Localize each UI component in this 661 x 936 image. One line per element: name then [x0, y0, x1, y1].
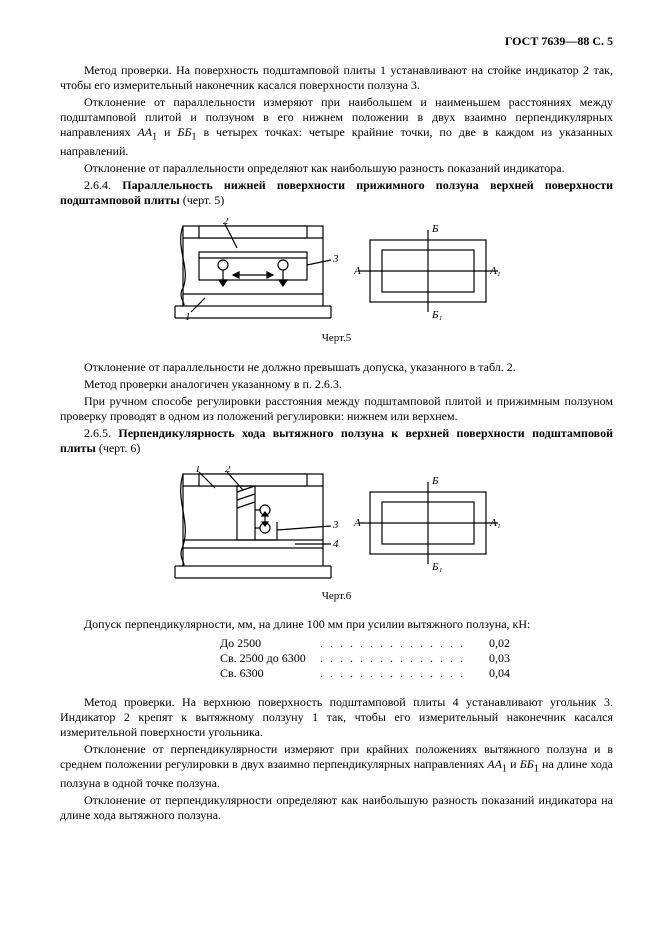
paragraph: Отклонение от параллельности не должно п…: [60, 360, 613, 375]
label-A: А: [353, 265, 361, 277]
figure-6-right: А А₁ Б Б₁: [348, 466, 508, 586]
text: (черт. 6): [96, 441, 141, 455]
paragraph: Метод проверки аналогичен указанному в п…: [60, 377, 613, 392]
label-2: 2: [225, 466, 231, 475]
symbol-bb: ББ: [177, 125, 191, 139]
label-A: А: [353, 517, 361, 529]
tol-label: Св. 2500 до 6300: [220, 651, 320, 666]
figure-6-caption: Черт.6: [60, 590, 613, 604]
tol-value: 0,02: [470, 636, 510, 651]
figure-6: 1 2 3 4 А А₁ Б Б₁: [60, 466, 613, 586]
tol-label: До 2500: [220, 636, 320, 651]
label-B: Б: [431, 223, 439, 235]
dots: . . . . . . . . . . . . . . . . . . .: [320, 636, 470, 651]
label-1: 1: [195, 466, 201, 475]
paragraph: При ручном способе регулировки расстояни…: [60, 394, 613, 424]
paragraph: Метод проверки. На верхнюю поверхность п…: [60, 695, 613, 740]
tolerance-row: Св. 2500 до 6300 . . . . . . . . . . . .…: [220, 651, 613, 666]
paragraph: Отклонение от перпендикулярности определ…: [60, 793, 613, 823]
figure-6-left: 1 2 3 4: [165, 466, 345, 586]
label-A1: А₁: [489, 517, 501, 529]
tolerance-row: Св. 6300 . . . . . . . . . . . . . . . .…: [220, 666, 613, 681]
label-3: 3: [332, 253, 339, 265]
label-A1: А₁: [489, 265, 501, 277]
paragraph: Отклонение от параллельности измеряют пр…: [60, 95, 613, 159]
paragraph: Метод проверки. На поверхность подштампо…: [60, 63, 613, 93]
page-header: ГОСТ 7639—88 С. 5: [60, 34, 613, 49]
text: (черт. 5): [180, 193, 225, 207]
figure-5-caption: Черт.5: [60, 332, 613, 346]
clause-number: 2.6.4.: [84, 178, 122, 192]
tol-value: 0,03: [470, 651, 510, 666]
clause-title: Параллельность нижней поверхности прижим…: [60, 178, 613, 207]
paragraph: 2.6.4. Параллельность нижней поверхности…: [60, 178, 613, 208]
dots: . . . . . . . . . . . . . . . . . . .: [320, 666, 470, 681]
label-B1: Б₁: [431, 309, 442, 321]
label-3: 3: [332, 519, 339, 531]
paragraph: Отклонение от параллельности определяют …: [60, 161, 613, 176]
tolerance-table: До 2500 . . . . . . . . . . . . . . . . …: [220, 636, 613, 681]
label-2: 2: [223, 218, 229, 227]
figure-5-left: 2 3 1: [165, 218, 345, 328]
tol-label: Св. 6300: [220, 666, 320, 681]
dots: . . . . . . . . . . . . . . . . . . .: [320, 651, 470, 666]
figure-5: 2 3 1 А А₁ Б Б₁: [60, 218, 613, 328]
text: и: [507, 757, 520, 771]
label-B: Б: [431, 475, 439, 487]
paragraph: Допуск перпендикулярности, мм, на длине …: [60, 617, 613, 632]
figure-5-right: А А₁ Б Б₁: [348, 218, 508, 328]
clause-title: Перпендикулярность хода вытяжного ползун…: [60, 426, 613, 455]
symbol-aa: АА: [487, 757, 502, 771]
label-B1: Б₁: [431, 561, 442, 573]
symbol-aa: АА: [137, 125, 152, 139]
tol-value: 0,04: [470, 666, 510, 681]
paragraph: Отклонение от перпендикулярности измеряю…: [60, 742, 613, 791]
paragraph: 2.6.5. Перпендикулярность хода вытяжного…: [60, 426, 613, 456]
label-1: 1: [185, 311, 191, 323]
tolerance-row: До 2500 . . . . . . . . . . . . . . . . …: [220, 636, 613, 651]
text: и: [157, 125, 177, 139]
clause-number: 2.6.5.: [84, 426, 118, 440]
symbol-bb: ББ: [520, 757, 534, 771]
label-4: 4: [333, 538, 339, 550]
